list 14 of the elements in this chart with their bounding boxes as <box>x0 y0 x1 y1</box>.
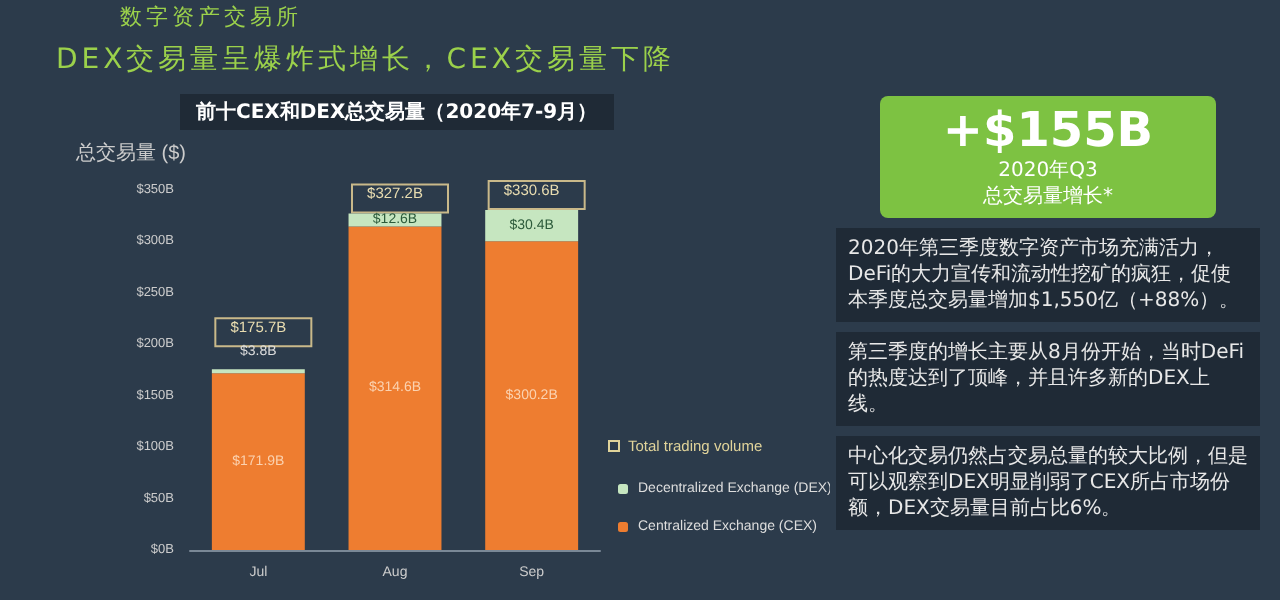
text: 2020年第三季度数字资产市场充满活力，DeFi的大力宣传和流动性挖矿的疯狂，促使本季度总交易量增加$1,550亿（+88%）。 <box>836 228 1260 322</box>
text: 中心化交易仍然占交易总量的较大比例，但是可以观察到DEX明显削弱了CEX所占市场份额，DEX交易量目前占比6%。 <box>836 436 1260 530</box>
text: +$155B <box>940 102 1156 158</box>
chart-title: DEX交易量呈爆炸式增长，CEX交易量下降 <box>56 42 675 78</box>
chart-subtitle: 前十CEX和DEX总交易量（2020年7-9月） <box>180 94 614 130</box>
text: 总交易量 ($) <box>74 141 186 165</box>
bar <box>485 241 579 550</box>
text: 第三季度的增长主要从8月份开始，当时DeFi的热度达到了顶峰，并且许多新的DEX上线。 <box>836 332 1260 426</box>
text: 2020年Q3 <box>996 158 1100 184</box>
text: 数字资产交易所 <box>120 2 302 32</box>
bar <box>348 226 442 550</box>
bar <box>211 373 305 550</box>
bar <box>485 209 579 242</box>
text: 总交易量增长* <box>981 184 1115 210</box>
